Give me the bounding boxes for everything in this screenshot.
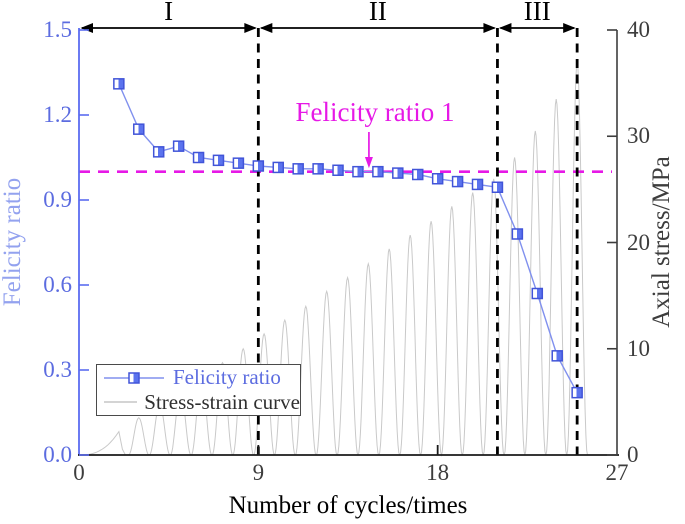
felicity-marker [551,350,563,362]
felicity-marker [192,151,205,164]
felicity-marker [571,386,583,399]
felicity-marker [451,175,464,188]
arrowhead-left-icon [498,23,512,33]
stress-strain-curve [79,61,588,457]
felicity-marker [491,181,504,193]
arrowhead-right-icon [244,23,257,33]
felicity-marker [411,168,424,181]
felicity-marker [471,178,484,191]
felicity-marker [172,140,185,152]
felicity-marker [431,173,444,185]
felicity-marker [332,164,344,176]
felicity-marker [531,287,544,300]
felicity-marker [252,160,265,172]
felicity-marker [113,78,125,90]
felicity-marker [312,163,324,175]
felicity-marker [392,167,404,179]
felicity-marker [352,165,364,178]
arrowhead-right-icon [483,23,496,33]
felicity-marker [372,165,384,178]
felicity-marker [212,154,225,167]
arrowhead-left-icon [80,23,93,33]
arrowhead-right-icon [563,23,576,33]
felicity-marker [511,228,524,240]
felicity-marker [292,163,304,175]
felicity-marker [272,161,285,174]
felicity-marker [133,123,145,135]
arrowhead-left-icon [259,23,273,33]
felicity-marker [152,146,165,158]
felicity-marker [232,157,245,169]
annotation-arrowhead-icon [364,157,373,169]
